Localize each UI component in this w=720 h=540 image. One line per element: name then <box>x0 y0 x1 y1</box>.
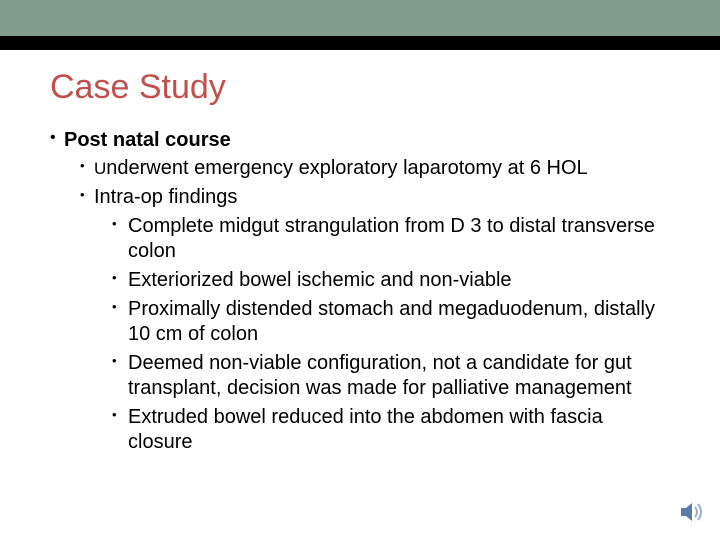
top-accent-band <box>0 0 720 36</box>
slide-content: Case Study Post natal course Underwent e… <box>0 50 720 455</box>
bullet-level3: Complete midgut strangulation from D 3 t… <box>50 214 670 264</box>
bullet-level3: Extruded bowel reduced into the abdomen … <box>50 405 670 455</box>
bullet-rest: nderwent emergency exploratory laparotom… <box>106 157 587 179</box>
bullet-level2: Underwent emergency exploratory laparoto… <box>50 156 670 181</box>
bullet-level3: Proximally distended stomach and megaduo… <box>50 297 670 347</box>
bullet-level2: Intra-op findings <box>50 185 670 210</box>
bullet-level1: Post natal course <box>50 129 670 152</box>
bullet-prefix-small: U <box>94 159 106 178</box>
audio-speaker-icon <box>678 498 706 526</box>
slide-title: Case Study <box>50 68 670 107</box>
bullet-level3: Deemed non-viable configuration, not a c… <box>50 351 670 401</box>
black-divider-band <box>0 36 720 50</box>
bullet-level3: Exteriorized bowel ischemic and non-viab… <box>50 268 670 293</box>
